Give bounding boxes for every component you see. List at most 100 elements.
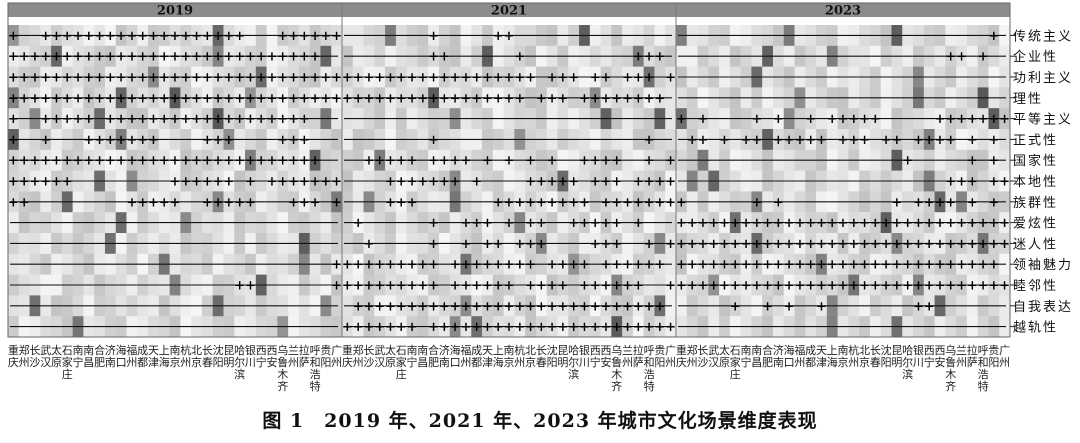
city-label: 南 xyxy=(170,344,181,357)
city-label: 滨 xyxy=(234,367,245,381)
plus-mark: + xyxy=(568,195,579,210)
plus-mark: + xyxy=(460,258,471,273)
city-label: 鲁 xyxy=(611,355,622,369)
city-label: 广 xyxy=(331,344,342,357)
plus-mark: + xyxy=(126,50,137,65)
plus-mark: + xyxy=(439,71,450,86)
plus-mark: + xyxy=(320,175,331,190)
plus-mark: + xyxy=(493,299,504,314)
plus-mark: + xyxy=(859,279,870,294)
plus-mark: + xyxy=(73,112,84,127)
plus-mark: + xyxy=(978,258,989,273)
plus-mark: + xyxy=(622,71,633,86)
city-label: 州 xyxy=(687,356,698,369)
city-label: 天 xyxy=(148,344,159,357)
plus-mark: + xyxy=(945,133,956,148)
plus-mark: + xyxy=(687,237,698,252)
plus-mark: + xyxy=(891,237,902,252)
city-label: 南 xyxy=(105,356,116,369)
plus-mark: + xyxy=(256,50,267,65)
plus-mark: + xyxy=(622,299,633,314)
plus-mark: + xyxy=(870,279,881,294)
plus-mark: + xyxy=(460,299,471,314)
plus-mark: + xyxy=(267,154,278,169)
plus-mark: + xyxy=(956,279,967,294)
city-label: 沙 xyxy=(363,356,374,369)
plus-mark: + xyxy=(633,279,644,294)
city-label: 庄 xyxy=(62,367,73,381)
plus-mark: + xyxy=(256,91,267,106)
plus-mark: + xyxy=(988,112,999,127)
plus-mark: + xyxy=(644,50,655,65)
city-label: 明 xyxy=(223,356,234,369)
dimension-label: 正式性 xyxy=(1013,133,1058,148)
plus-mark: + xyxy=(838,237,849,252)
plus-mark: + xyxy=(967,195,978,210)
plus-mark: + xyxy=(116,154,127,169)
plus-mark: + xyxy=(180,112,191,127)
plus-mark: + xyxy=(450,279,461,294)
plus-mark: + xyxy=(331,29,342,44)
city-label: 太 xyxy=(719,344,730,357)
plus-mark: + xyxy=(784,216,795,231)
plus-mark: + xyxy=(654,195,665,210)
city-label: 银 xyxy=(245,343,256,357)
plus-mark: + xyxy=(967,258,978,273)
plus-mark: + xyxy=(493,320,504,335)
plus-mark: + xyxy=(396,279,407,294)
plus-mark: + xyxy=(126,71,137,86)
plus-mark: + xyxy=(428,216,439,231)
plus-mark: + xyxy=(277,29,288,44)
plus-mark: + xyxy=(407,91,418,106)
plus-mark: + xyxy=(19,154,30,169)
plus-mark: + xyxy=(299,195,310,210)
plus-mark: + xyxy=(471,91,482,106)
plus-mark: + xyxy=(234,154,245,169)
plus-mark: + xyxy=(407,195,418,210)
plus-mark: + xyxy=(762,216,773,231)
plus-mark: + xyxy=(116,50,127,65)
city-label: 西 xyxy=(934,344,945,357)
city-label: 庄 xyxy=(396,367,407,381)
plus-mark: + xyxy=(428,258,439,273)
plus-mark: + xyxy=(622,279,633,294)
plus-mark: + xyxy=(633,175,644,190)
plus-mark: + xyxy=(514,237,525,252)
city-label: 天 xyxy=(816,344,827,357)
plus-mark: + xyxy=(633,195,644,210)
plus-mark: + xyxy=(891,258,902,273)
plus-mark: + xyxy=(913,133,924,148)
plus-mark: + xyxy=(450,299,461,314)
plus-mark: + xyxy=(719,133,730,148)
plus-mark: + xyxy=(159,112,170,127)
plus-mark: + xyxy=(40,71,51,86)
plus-mark: + xyxy=(428,299,439,314)
plus-mark: + xyxy=(633,50,644,65)
plus-mark: + xyxy=(310,175,321,190)
city-label: 杭 xyxy=(848,343,859,357)
plus-mark: + xyxy=(310,50,321,65)
plus-mark: + xyxy=(654,50,665,65)
city-label: 昆 xyxy=(223,344,234,357)
dimension-label: 传统主义 xyxy=(1013,29,1073,44)
plus-mark: + xyxy=(697,216,708,231)
city-label: 木 xyxy=(277,368,288,381)
plus-mark: + xyxy=(180,175,191,190)
plus-mark: + xyxy=(213,154,224,169)
plus-mark: + xyxy=(148,133,159,148)
city-label: 原 xyxy=(719,356,730,369)
city-label: 川 xyxy=(579,356,590,369)
plus-mark: + xyxy=(126,91,137,106)
plus-mark: + xyxy=(245,154,256,169)
plus-mark: + xyxy=(234,279,245,294)
city-label: 春 xyxy=(202,356,213,369)
city-label: 安 xyxy=(266,355,277,369)
city-label: 明 xyxy=(557,356,568,369)
plus-mark: + xyxy=(967,237,978,252)
plus-mark: + xyxy=(665,71,676,86)
plus-mark: + xyxy=(816,299,827,314)
plus-mark: + xyxy=(363,71,374,86)
plus-mark: + xyxy=(428,154,439,169)
plus-mark: + xyxy=(536,91,547,106)
city-label: 浩 xyxy=(644,368,655,381)
